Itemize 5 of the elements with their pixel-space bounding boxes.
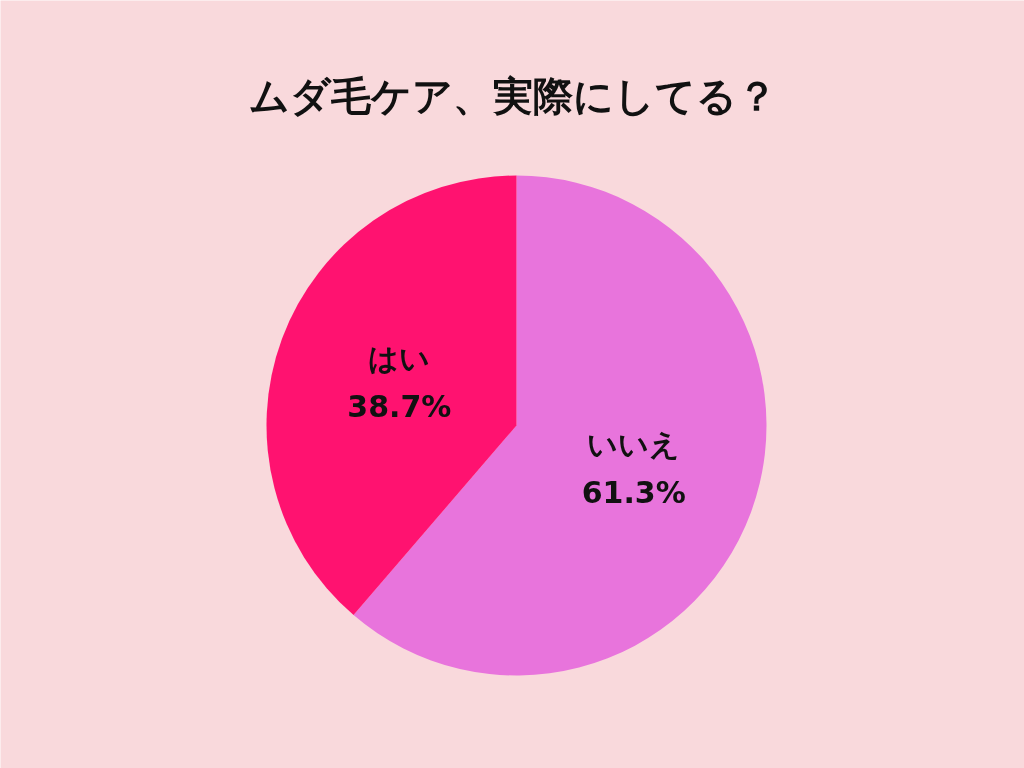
slice-label: いいえ [587, 427, 681, 463]
slice-label: はい [368, 340, 431, 376]
data-label: 38.7% [347, 388, 452, 424]
data-label: 61.3% [581, 475, 686, 511]
chart-title: ムダ毛ケア、実際にしてる？ [248, 72, 777, 119]
